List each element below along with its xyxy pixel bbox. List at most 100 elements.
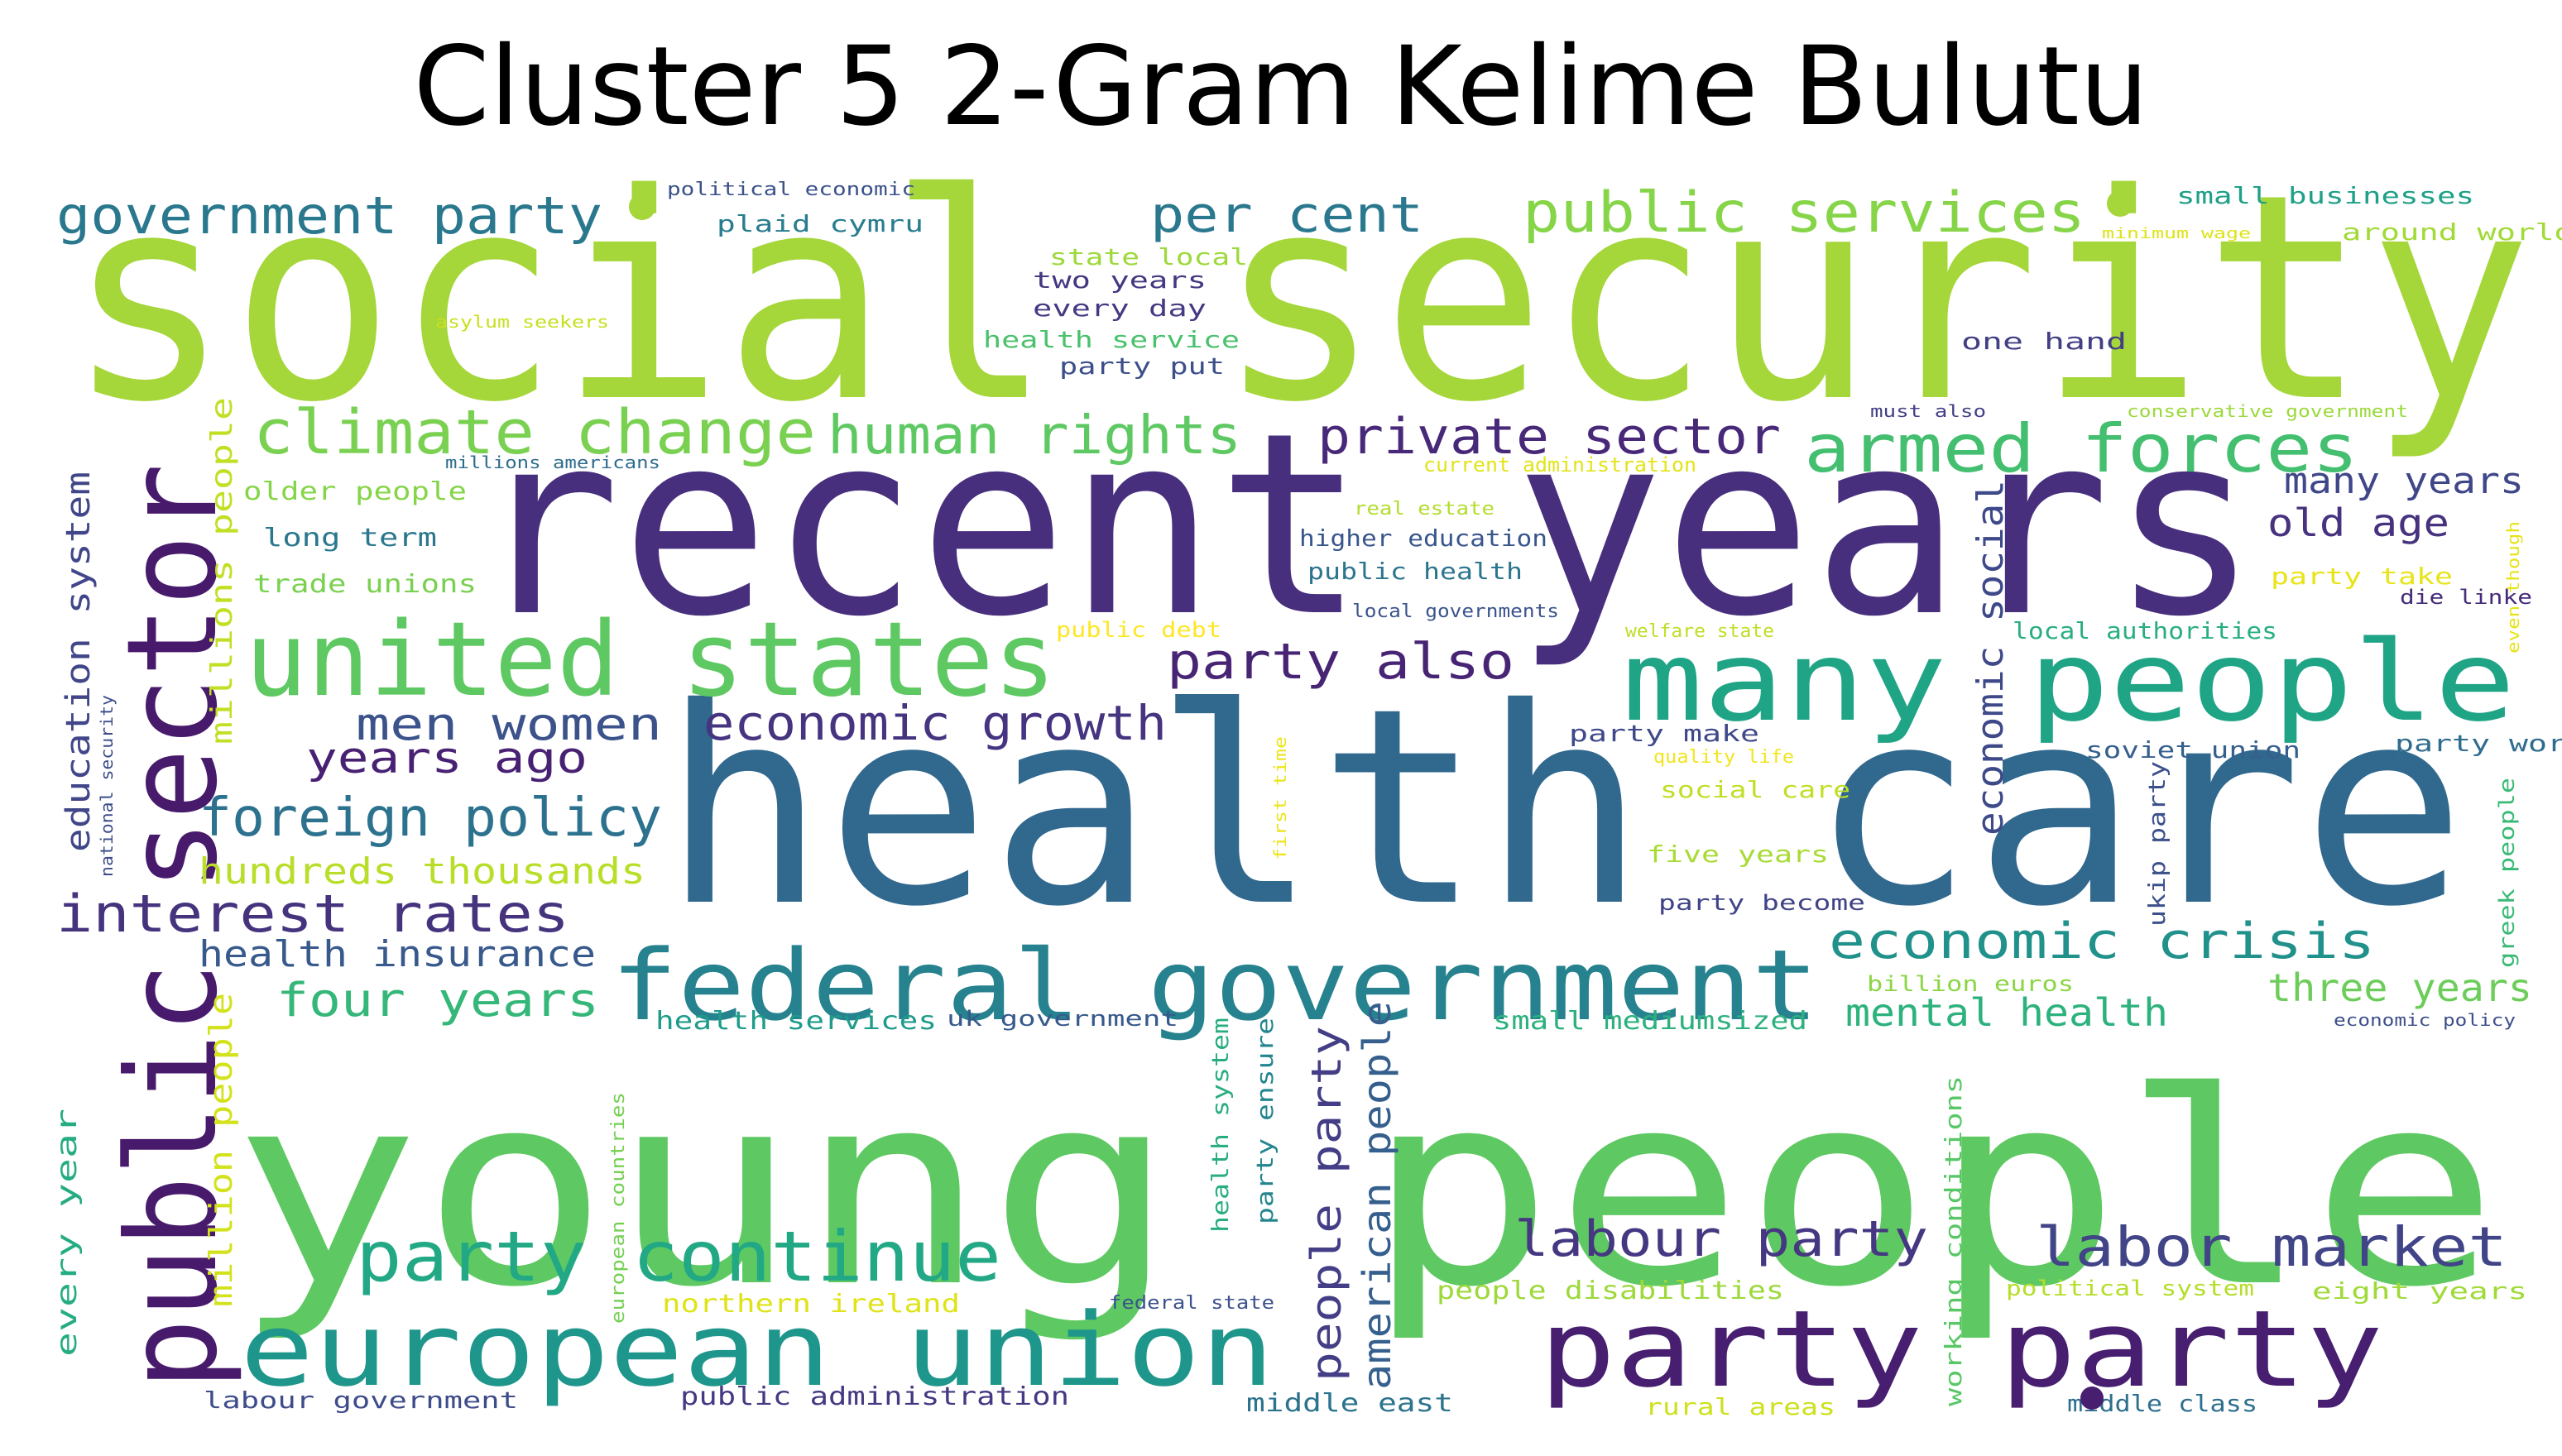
word-united-states: united states [245,601,1056,720]
word-years-ago: years ago [306,734,588,783]
word-party-make: party make [1569,720,1759,747]
word-northern-ireland: northern ireland [662,1290,960,1319]
word-economic-growth: economic growth [703,695,1167,751]
word-asylum-seekers: asylum seekers [435,312,609,332]
word-trade-unions: trade unions [253,570,477,599]
word-die-linke: die linke [2400,586,2532,609]
word-four-years: four years [276,974,599,1027]
word-middle-east: middle east [1246,1389,1453,1418]
word-local-authorities: local authorities [2013,617,2277,644]
word-american-people: american people [1355,1001,1399,1390]
word-soviet-union: soviet union [2085,736,2301,764]
word-government-party: government party [56,185,602,246]
word-uk-government: uk government [947,1007,1178,1032]
word-every-year: every year [50,1109,84,1357]
word-people-party: people party [1303,1026,1351,1382]
word-political-economic: political economic [667,180,915,200]
word-many-people: many people [1622,617,2516,746]
word-conservative-government: conservative government [2127,401,2408,421]
word-armed-forces: armed forces [1804,410,2358,487]
word-first-time: first time [1270,736,1290,860]
word-health-system: health system [1207,1018,1234,1233]
word-many-years: many years [2284,460,2524,502]
word-education-system: education system [60,472,98,852]
word-old-age: old age [2267,500,2449,545]
word-economic-policy: economic policy [2334,1010,2516,1030]
word-public-sector: public sector [101,463,245,1390]
word-public-debt: public debt [1056,618,1221,643]
word-around-world: around world [2342,218,2562,246]
word-european-countries: european countries [608,1092,629,1324]
word-eight-years: eight years [2312,1277,2527,1305]
word-national-security: national security [97,695,117,877]
word-long-term: long term [263,524,437,553]
word-two-years: two years [1033,266,1207,294]
word-health-services: health services [655,1007,937,1036]
word-plaid-cymru: plaid cymru [717,210,924,237]
word-millions-people: millions people [205,397,239,745]
word-hundreds-thousands: hundreds thousands [199,850,645,893]
word-party-also: party also [1167,633,1514,691]
word-people-disabilities: people disabilities [1437,1276,1784,1305]
word-labour-government: labour government [204,1387,518,1414]
word-public-administration: public administration [680,1382,1069,1411]
word-climate-change: climate change [253,397,816,468]
word-five-years: five years [1647,841,1829,868]
word-party-continue: party continue [356,1216,1001,1297]
word-greek-people: greek people [2495,778,2520,968]
word-per-cent: per cent [1150,186,1423,244]
word-men-women: men women [356,698,662,750]
word-three-years: three years [2267,965,2532,1010]
word-minimum-wage: minimum wage [2102,225,2251,242]
word-social-security: social security [66,134,2532,465]
chart-title: Cluster 5 2-Gram Kelime Bulutu [413,23,2149,151]
word-labour-party: labour party [1514,1210,1928,1268]
word-health-service: health service [983,326,1240,353]
word-higher-education: higher education [1299,524,1547,552]
word-health-insurance: health insurance [199,933,596,975]
word-political-system: political system [2006,1276,2254,1301]
word-federal-government: federal government [611,928,1819,1042]
word-quality-life: quality life [1653,747,1794,768]
word-small-mediumsized: small mediumsized [1493,1007,1807,1036]
word-party-take: party take [2271,563,2453,590]
word-older-people: older people [243,477,467,506]
word-public-services: public services [1523,180,2085,246]
word-local-governments: local governments [1352,601,1559,622]
word-human-rights: human rights [828,405,1241,467]
word-every-day: every day [1033,295,1207,322]
word-economic-crisis: economic crisis [1829,912,2375,970]
word-party-ensure: party ensure [1251,1018,1279,1224]
word-billion-euros: billion euros [1867,972,2074,997]
word-private-sector: private sector [1317,408,1781,466]
word-recent-years: recent years [472,379,2259,672]
word-working-conditions: working conditions [1940,1075,1967,1406]
word-public-health: public health [1307,558,1523,585]
word-labor-market: labor market [2036,1215,2507,1279]
decorative-dot [2107,190,2133,217]
word-european-union: european union [240,1291,1274,1409]
word-economic-social: economic social [1969,480,2012,836]
word-young-people: young people [232,1035,2499,1345]
word-rural-areas: rural areas [1645,1393,1835,1420]
word-party-become: party become [1658,891,1865,916]
word-even-though: even though [2503,521,2523,654]
word-health-care: health care [662,651,2466,966]
word-small-businesses: small businesses [2176,182,2474,209]
word-party-party: party party [1539,1288,2383,1411]
word-millions-americans: millions americans [445,453,660,472]
word-current-administration: current administration [1423,453,1696,477]
word-one-hand: one hand [1961,328,2127,355]
word-mental-health: mental health [1845,990,2168,1035]
decorative-dot [2080,1387,2104,1410]
word-party-put: party put [1059,352,1225,380]
word-state-local: state local [1049,243,1248,271]
word-party-work: party work [2395,730,2562,757]
word-foreign-policy: foreign policy [199,788,662,849]
word-real-estate: real estate [1354,499,1494,520]
word-million-people: million people [203,993,239,1307]
word-must-also: must also [1870,401,1986,421]
word-ukip-party: ukip party [2143,761,2171,927]
word-interest-rates: interest rates [56,884,569,944]
